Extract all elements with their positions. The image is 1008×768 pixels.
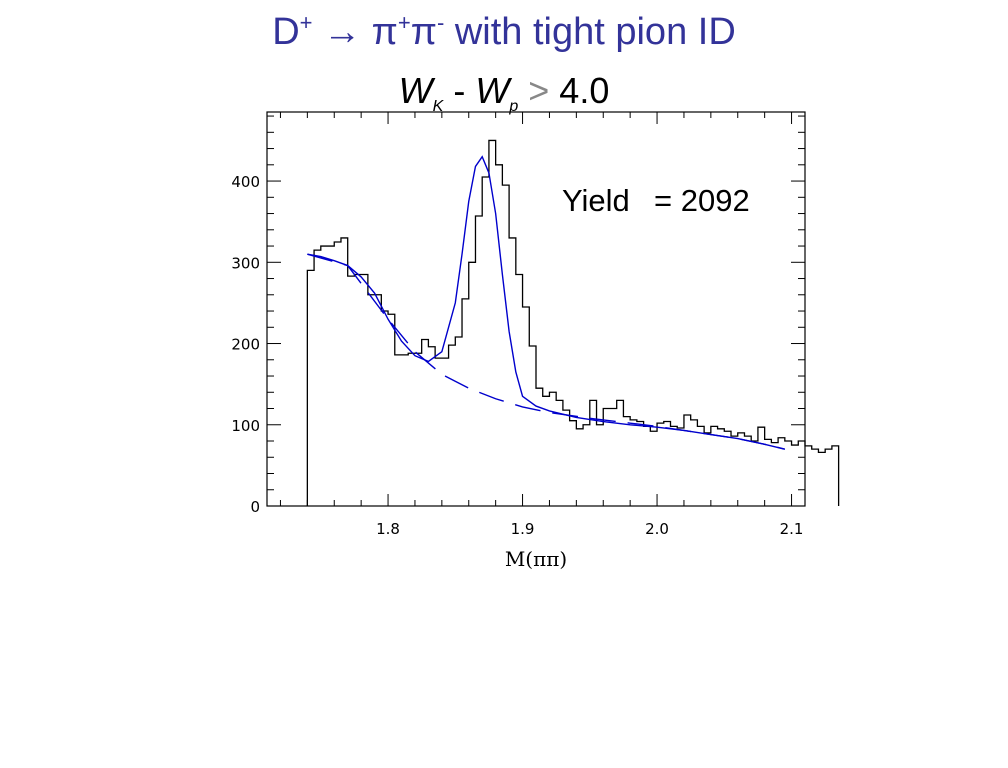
title-pi-plus-charge: + (397, 10, 411, 35)
x-tick-labels: 1.8 1.9 2.0 2.1 (376, 520, 803, 538)
y-tick-label: 400 (231, 173, 260, 191)
cut-w2: W (475, 70, 510, 111)
cut-sub1: K (432, 98, 444, 116)
signal-fit-line (307, 155, 785, 450)
title-pi-minus-charge: - (436, 10, 445, 35)
cut-sub2: p (509, 98, 519, 116)
yield-value: = 2092 (654, 183, 750, 218)
title-arrow: → (323, 11, 362, 53)
title-text: with tight pion ID (454, 11, 736, 53)
y-tick-label: 200 (231, 336, 260, 354)
y-tick-label: 300 (231, 254, 260, 272)
cut-minus: - (453, 70, 466, 111)
y-tick-label: 0 (250, 498, 260, 516)
background-fit-line (307, 253, 785, 450)
title-d-charge: + (299, 10, 313, 35)
plot-frame (266, 111, 806, 507)
x-tick-label: 2.1 (780, 520, 804, 538)
x-tick-label: 1.8 (376, 520, 400, 538)
title-pi-minus: π (410, 11, 437, 53)
x-axis-label: M(ππ) (505, 547, 567, 571)
x-tick-label: 2.0 (645, 520, 669, 538)
yield-label: Yield (562, 183, 630, 218)
cut-label: WK - Wp > 4.0 (0, 70, 1008, 116)
y-tick-label: 100 (231, 417, 260, 435)
axis-ticks (267, 112, 805, 507)
cut-gt: > (528, 70, 550, 111)
title-d-label: D (272, 11, 300, 53)
slide-title: D+ → π+π- with tight pion ID (0, 10, 1008, 54)
y-tick-labels: 0 100 200 300 400 (231, 173, 260, 516)
x-tick-label: 1.9 (511, 520, 535, 538)
histogram-series (306, 139, 840, 506)
title-pi-plus: π (371, 11, 398, 53)
cut-value: 4.0 (559, 70, 610, 111)
cut-w1: W (398, 70, 433, 111)
